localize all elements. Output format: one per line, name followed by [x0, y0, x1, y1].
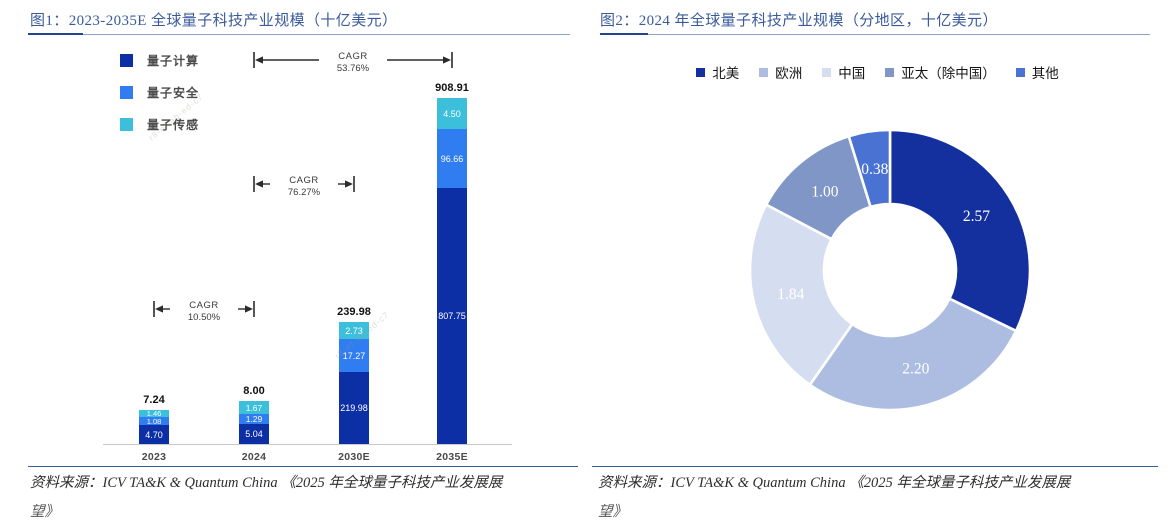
figure2-source: 资料来源：ICV TA&K & Quantum China 《2025 年全球量… — [598, 475, 1071, 491]
bar-2035e-segment-0: 807.75 — [437, 188, 467, 444]
bar-2035e-segment-1: 96.66 — [437, 129, 467, 188]
legend-item-0: 量子计算 — [120, 52, 199, 69]
bar-2035e-segment-2: 4.50 — [437, 98, 467, 129]
bar-total-label: 908.91 — [435, 82, 469, 94]
bar-segment-value: 807.75 — [438, 311, 466, 321]
legend-swatch — [120, 54, 133, 67]
figure2-title: 图2：2024 年全球量子科技产业规模（分地区，十亿美元） — [600, 13, 998, 29]
legend-item-2: 量子传感 — [120, 116, 199, 133]
figure2-legend: 北美 欧洲 中国 亚太（除中国） 其他 — [585, 62, 1170, 82]
bar-segment-value: 1.29 — [245, 414, 263, 424]
cagr-value: 53.76% — [337, 63, 370, 74]
cagr-label: CAGR — [289, 175, 318, 186]
bar-total-label: 239.98 — [337, 306, 371, 318]
legend-marker — [885, 67, 895, 77]
legend-label: 量子计算 — [147, 54, 200, 68]
bar-2023-segment-1: 1.08 — [139, 416, 169, 426]
legend-marker — [759, 67, 769, 77]
bar-2030e-segment-1: 17.27 — [339, 339, 369, 372]
legend-item-1: 量子安全 — [120, 84, 199, 101]
figure1-source: 资料来源：ICV TA&K & Quantum China 《2025 年全球量… — [30, 475, 503, 491]
arrowhead-right-icon — [443, 56, 451, 64]
bar-2023-segment-0: 4.70 — [139, 425, 169, 444]
bar-segment-value: 5.04 — [245, 429, 263, 439]
legend-label: 北美 — [712, 66, 740, 81]
figure2-panel: 图2：2024 年全球量子科技产业规模（分地区，十亿美元） 北美 欧洲 中国 亚太（除… — [585, 0, 1170, 520]
legend-label: 亚太（除中国） — [901, 66, 996, 81]
donut-value-label: 2.57 — [963, 208, 990, 225]
legend-marker — [822, 67, 832, 77]
legend-marker — [1015, 67, 1025, 77]
cagr-label: CAGR — [189, 300, 218, 311]
legend-label: 量子传感 — [147, 118, 200, 132]
arrowhead-right-icon — [245, 305, 253, 313]
arrowhead-left-icon — [255, 180, 263, 188]
cagr-value: 10.50% — [188, 312, 221, 323]
figure1-source-continued: 望》 — [30, 504, 59, 520]
x-axis-label: 2024 — [241, 451, 267, 463]
bar-2024-segment-1: 1.29 — [239, 414, 269, 424]
legend-label: 量子安全 — [147, 86, 200, 100]
bar-segment-value: 1.67 — [245, 402, 263, 413]
bar-total-label: 7.24 — [143, 394, 165, 406]
cagr-label: CAGR — [338, 51, 367, 62]
bar-2030e-segment-0: 219.98 — [339, 372, 369, 444]
x-axis-label: 2030E — [338, 451, 370, 463]
x-axis-label: 2023 — [141, 451, 167, 463]
bar-segment-value: 1.46 — [146, 409, 162, 418]
title-rule-accent — [28, 33, 83, 35]
arrowhead-left-icon — [155, 305, 163, 313]
figure1-title: 图1：2023-2035E 全球量子科技产业规模（十亿美元） — [30, 13, 398, 29]
legend-item-2: 中国 — [822, 62, 865, 82]
legend-item-0: 北美 — [696, 62, 739, 82]
legend-label: 中国 — [838, 66, 866, 81]
cagr-value: 76.27% — [288, 187, 321, 198]
title-rule-accent — [600, 33, 648, 35]
bar-segment-value: 17.27 — [342, 350, 366, 361]
donut-slice-3 — [764, 134, 872, 241]
legend-swatch — [120, 118, 133, 131]
legend-label: 欧洲 — [775, 66, 803, 81]
donut-value-label: 2.20 — [902, 361, 929, 378]
bar-segment-value: 96.66 — [440, 153, 464, 164]
donut-value-label: 0.38 — [861, 161, 888, 178]
bar-segment-value: 4.70 — [145, 429, 163, 440]
figure1-title-rule — [28, 32, 570, 35]
donut-slice-1 — [808, 297, 1018, 412]
figure2-source-continued: 望》 — [598, 504, 627, 520]
bar-2024-segment-0: 5.04 — [239, 424, 269, 444]
bar-segment-value: 1.08 — [146, 416, 162, 426]
x-axis-line — [103, 444, 512, 445]
legend-item-4: 其他 — [1015, 62, 1059, 82]
legend-item-1: 欧洲 — [759, 62, 802, 82]
bar-2023-segment-2: 1.46 — [139, 409, 169, 418]
legend-marker — [696, 67, 706, 77]
bar-segment-value: 2.73 — [345, 325, 363, 336]
legend-label: 其他 — [1031, 66, 1059, 81]
figure1-panel: 图1：2023-2035E 全球量子科技产业规模（十亿美元） 量子计算 量子安全量… — [0, 0, 585, 520]
figure1-source-rule — [28, 466, 578, 467]
bar-2030e-segment-2: 2.73 — [339, 322, 369, 339]
arrowhead-left-icon — [255, 56, 263, 64]
x-axis-label: 2035E — [436, 451, 468, 463]
donut-value-label: 1.84 — [777, 286, 804, 303]
figure1-legend: 量子计算量子安全量子传感 — [120, 52, 199, 148]
arrowhead-right-icon — [345, 180, 353, 188]
donut-slice-0 — [888, 128, 1032, 333]
donut-slice-4 — [847, 128, 892, 209]
figure2-title-rule — [600, 32, 1150, 35]
legend-swatch — [120, 86, 133, 99]
bar-segment-value: 219.98 — [340, 403, 368, 413]
bar-2024-segment-2: 1.67 — [239, 401, 269, 414]
donut-value-label: 1.00 — [811, 183, 838, 200]
bar-segment-value: 4.50 — [443, 108, 461, 119]
bar-total-label: 8.00 — [243, 385, 265, 397]
figure2-source-rule — [592, 466, 1158, 467]
donut-slice-2 — [748, 203, 854, 387]
legend-item-3: 亚太（除中国） — [885, 62, 996, 82]
